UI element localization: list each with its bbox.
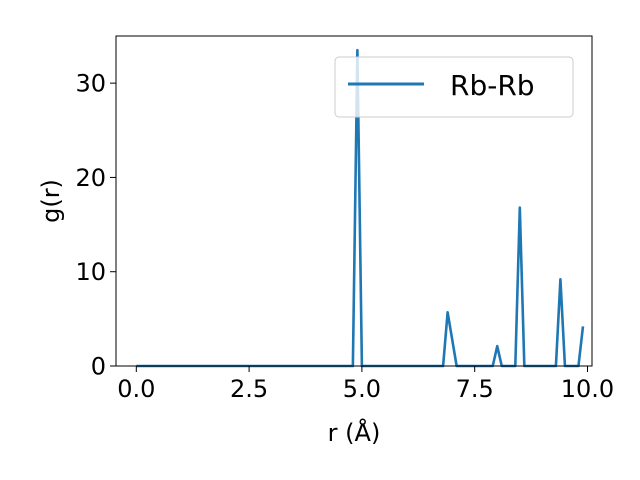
series-line	[136, 48, 585, 368]
y-axis-label: g(r)	[37, 179, 65, 223]
legend-label: Rb-Rb	[450, 69, 535, 102]
plot-frame	[115, 35, 593, 367]
x-tick-label: 0.0	[117, 375, 155, 403]
x-tick-label: 2.5	[230, 375, 268, 403]
y-axis: 0 10 20 30	[75, 70, 116, 381]
y-tick-label: 10	[75, 258, 106, 286]
legend-box	[334, 56, 574, 118]
x-tick-label: 7.5	[456, 375, 494, 403]
x-axis-label: r (Å)	[328, 418, 381, 447]
y-tick-label: 20	[75, 164, 106, 192]
y-tick-label: 0	[91, 353, 106, 381]
x-tick-label: 5.0	[343, 375, 381, 403]
legend: Rb-Rb	[334, 56, 574, 118]
x-axis: 0.0 2.5 5.0 7.5 10.0	[117, 366, 614, 403]
y-tick-label: 30	[75, 70, 106, 98]
plot-area	[136, 48, 585, 368]
x-tick-label: 10.0	[561, 375, 614, 403]
